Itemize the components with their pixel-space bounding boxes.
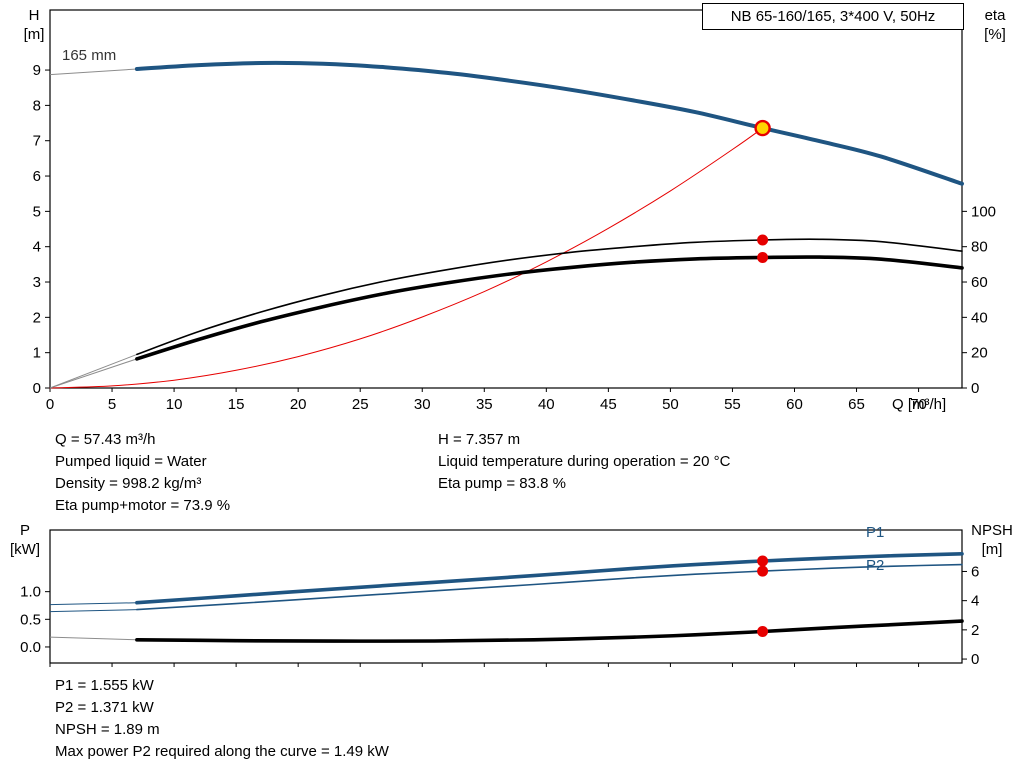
h-axis-title-line2: [m] <box>23 26 45 43</box>
y-tick-label-left: 7 <box>33 133 41 150</box>
y-tick-label-right: 40 <box>971 309 988 326</box>
eta-pump-motor-curve <box>135 255 964 361</box>
system-curve <box>49 127 764 389</box>
h-curve-165mm-lead <box>49 68 137 76</box>
info-density: Density = 998.2 kg/m³ <box>55 475 202 492</box>
p2-curve <box>136 563 963 611</box>
x-tick-label: 45 <box>600 396 617 413</box>
y-tick-label-left: 4 <box>33 239 41 256</box>
y-tick-label-right: 60 <box>971 274 988 291</box>
npsh-axis-title-line1: NPSH <box>971 522 1013 539</box>
info-pumped-liquid: Pumped liquid = Water <box>55 453 207 470</box>
x-tick-label: 55 <box>724 396 741 413</box>
x-axis-title: Q [m³/h] <box>892 396 946 413</box>
p1-point <box>757 555 769 567</box>
y-tick-label-right: 4 <box>971 593 979 610</box>
p1-curve-lead <box>49 602 137 606</box>
y-tick-label-right: 20 <box>971 345 988 362</box>
plot-frame <box>49 9 963 389</box>
eta-axis-title-line2: [%] <box>984 26 1006 43</box>
eta-pump-motor-point <box>757 251 769 263</box>
y-tick-label-left: 2 <box>33 309 41 326</box>
y-tick-label-left: 3 <box>33 274 41 291</box>
y-tick-label-left: 0 <box>33 380 41 397</box>
impeller-diameter-label: 165 mm <box>62 47 117 64</box>
info-eta-pump: Eta pump = 83.8 % <box>438 475 566 492</box>
info-head: H = 7.357 m <box>438 431 521 448</box>
y-tick-label-right: 80 <box>971 239 988 256</box>
y-tick-label-right: 6 <box>971 563 979 580</box>
npsh-axis-title: NPSH [m] <box>964 521 1020 559</box>
eta-axis-title: eta [%] <box>972 6 1018 44</box>
x-tick-label: 0 <box>46 396 54 413</box>
y-tick-label-left: 6 <box>33 168 41 185</box>
p1-series-label: P1 <box>866 524 885 541</box>
y-tick-label-right: 2 <box>971 622 979 639</box>
x-tick-label: 15 <box>228 396 245 413</box>
x-tick-label: 30 <box>414 396 431 413</box>
npsh-curve-lead <box>49 636 137 641</box>
h-axis-title-line1: H <box>28 7 40 24</box>
y-tick-label-right: 0 <box>971 651 979 668</box>
x-tick-label: 25 <box>352 396 369 413</box>
duty-info-right: H = 7.357 m Liquid temperature during op… <box>438 429 730 495</box>
plot-frame <box>49 529 963 664</box>
y-tick-label-left: 1 <box>33 345 41 362</box>
x-tick-label: 50 <box>662 396 679 413</box>
h-axis-title: H [m] <box>14 6 54 44</box>
npsh-point <box>757 625 769 637</box>
duty-info-left: Q = 57.43 m³/h Pumped liquid = Water Den… <box>55 429 230 517</box>
info-liquid-temperature: Liquid temperature during operation = 20… <box>438 453 731 470</box>
info-flow: Q = 57.43 m³/h <box>55 431 156 448</box>
info-eta-pump-motor: Eta pump+motor = 73.9 % <box>55 497 231 514</box>
y-tick-label-left: 1.0 <box>20 584 41 601</box>
power-info: P1 = 1.555 kW P2 = 1.371 kW NPSH = 1.89 … <box>55 675 389 763</box>
x-tick-label: 40 <box>538 396 555 413</box>
top-chart: 0 5 10 15 20 25 30 35 40 45 50 55 60 65 70Q [m³/h]0123… <box>33 9 996 413</box>
bottom-chart: 0.0 0.5 1.0 0 2 4 6 <box>20 529 979 668</box>
info-p2: P2 = 1.371 kW <box>55 699 154 716</box>
eta-pump-point <box>757 234 769 246</box>
y-tick-label-left: 8 <box>33 97 41 114</box>
duty-point <box>754 119 771 137</box>
p-axis-title: P [kW] <box>2 521 48 559</box>
info-npsh: NPSH = 1.89 m <box>55 721 160 738</box>
x-tick-label: 35 <box>476 396 493 413</box>
y-tick-label-left: 5 <box>33 203 41 220</box>
p2-point <box>757 565 769 577</box>
y-tick-label-left: 9 <box>33 62 41 79</box>
p-axis-title-line2: [kW] <box>10 541 40 558</box>
y-tick-label-right: 0 <box>971 380 979 397</box>
x-tick-label: 60 <box>786 396 803 413</box>
x-tick-label: 5 <box>108 396 116 413</box>
pump-title-box: NB 65-160/165, 3*400 V, 50Hz <box>702 3 964 30</box>
p-axis-title-line1: P <box>19 522 30 539</box>
x-tick-label: 20 <box>290 396 307 413</box>
h-curve-165mm <box>134 60 964 186</box>
p2-series-label: P2 <box>866 557 885 574</box>
y-tick-label-left: 0.0 <box>20 639 41 656</box>
x-tick-label: 65 <box>848 396 865 413</box>
info-max-power-p2: Max power P2 required along the curve = … <box>55 743 389 760</box>
npsh-axis-title-line2: [m] <box>981 541 1003 558</box>
eta-pump-motor-curve-lead <box>49 358 138 389</box>
y-tick-label-left: 0.5 <box>20 611 41 628</box>
x-tick-label: 70 <box>910 396 927 413</box>
eta-pump-curve-lead <box>49 353 138 389</box>
y-tick-label-right: 100 <box>971 203 996 220</box>
eta-axis-title-line1: eta <box>984 7 1006 24</box>
eta-pump-curve <box>136 238 963 356</box>
npsh-curve <box>135 619 964 643</box>
p2-curve-lead <box>49 609 137 613</box>
info-p1: P1 = 1.555 kW <box>55 677 154 694</box>
p1-curve <box>135 552 964 605</box>
x-tick-label: 10 <box>166 396 183 413</box>
